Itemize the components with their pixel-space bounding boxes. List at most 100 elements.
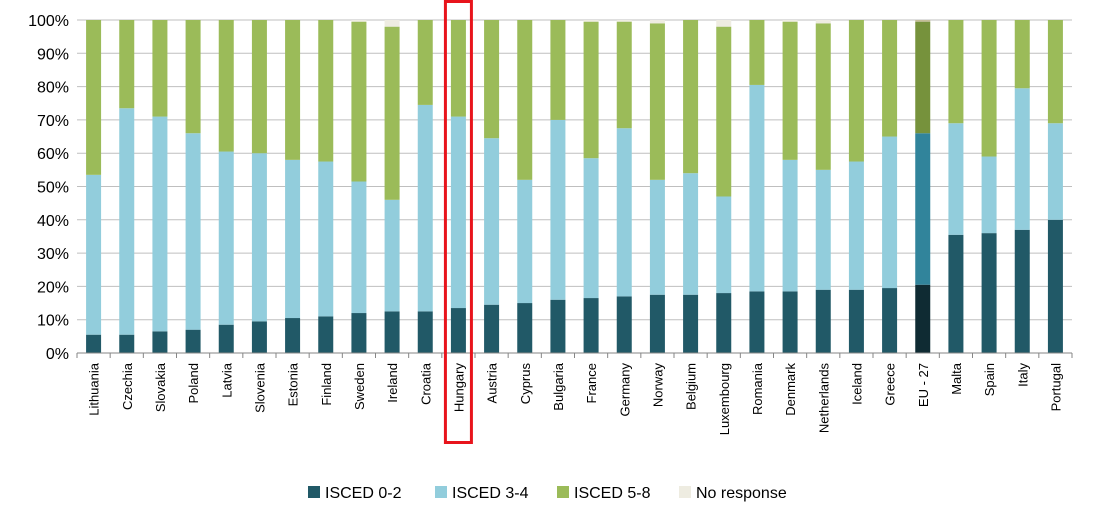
legend-swatch [308, 486, 320, 498]
y-axis-tick-labels: 0% 10% 20% 30% 40% 50% 60% 70% 80% 90% 100% [28, 13, 69, 363]
bar-stack-norway [649, 20, 665, 353]
bar-stack-austria [484, 20, 500, 353]
bar-segment-isced-3-4 [782, 159, 798, 292]
bar-segment-isced-5-8 [1014, 20, 1030, 89]
bar-segment-isced-0-2 [848, 289, 864, 353]
bar-stack-ireland [384, 20, 400, 353]
x-axis-category-labels: Lithuania Czechia Slovakia Poland Latvia Slov… [87, 362, 1064, 435]
bar-segment-isced-5-8 [251, 20, 267, 154]
bar-segment-isced-3-4 [683, 173, 699, 295]
bar-segment-isced-0-2 [815, 289, 831, 353]
bar-stack-iceland [848, 20, 864, 353]
bar-segment-isced-0-2 [484, 304, 500, 353]
x-category-label: Latvia [219, 362, 234, 397]
bar-segment-isced-3-4 [948, 123, 964, 235]
bar-segment-isced-5-8 [848, 20, 864, 162]
x-category-label: Denmark [783, 363, 798, 416]
bar-segment-isced-5-8 [981, 20, 997, 157]
bar-segment-isced-3-4 [285, 159, 301, 319]
bar-segment-isced-5-8 [351, 21, 367, 182]
x-category-label: Italy [1015, 363, 1030, 387]
y-tick-label: 60% [37, 146, 69, 163]
bar-segment-isced-0-2 [1014, 229, 1030, 353]
bar-stack-netherlands [815, 20, 831, 353]
y-tick-label: 80% [37, 80, 69, 97]
bar-segment-isced-0-2 [749, 291, 765, 353]
highlight-box-group [443, 0, 473, 444]
x-category-label: Czechia [120, 362, 135, 410]
bar-segment-isced-5-8 [119, 20, 135, 109]
bar-segment-isced-5-8 [948, 20, 964, 124]
bar-segment-isced-0-2 [716, 293, 732, 353]
bar-segment-isced-0-2 [318, 316, 334, 353]
bar-stack-finland [318, 20, 334, 353]
bar-segment-isced-0-2 [285, 318, 301, 353]
bar-segment-isced-3-4 [484, 138, 500, 305]
gridlines [77, 19, 1072, 321]
bar-stack-slovenia [251, 20, 267, 353]
legend-item-isced-3-4: ISCED 3-4 [435, 485, 529, 502]
bar-segment-isced-5-8 [450, 20, 466, 117]
bar-segment-isced-0-2 [517, 303, 533, 353]
bar-stack-poland [185, 20, 201, 353]
bar-segment-isced-3-4 [882, 136, 898, 289]
bar-segment-isced-3-4 [1047, 123, 1063, 220]
legend: ISCED 0-2 ISCED 3-4 ISCED 5-8 No response [308, 485, 787, 502]
bar-segment-isced-3-4 [86, 174, 102, 335]
bar-stack-greece [882, 20, 898, 353]
y-tick-label: 40% [37, 213, 69, 230]
bar-segment-isced-0-2 [152, 331, 168, 353]
bar-segment-isced-3-4 [716, 196, 732, 294]
y-tick-label: 10% [37, 313, 69, 330]
x-category-label: Sweden [352, 363, 367, 410]
bar-segment-isced-0-2 [583, 298, 599, 353]
bar-segment-isced-3-4 [152, 116, 168, 332]
bar-segment-isced-0-2 [1047, 219, 1063, 353]
bar-segment-isced-0-2 [948, 234, 964, 353]
bar-stack-hungary [450, 20, 466, 353]
bar-segment-isced-3-4 [550, 119, 566, 300]
bar-segment-isced-0-2 [915, 284, 931, 353]
x-category-label: Finland [319, 363, 334, 406]
x-category-label: EU - 27 [916, 363, 931, 407]
bar-segment-isced-3-4 [848, 161, 864, 290]
bar-segment-isced-5-8 [882, 20, 898, 137]
bar-segment-isced-3-4 [185, 133, 201, 330]
x-category-label: Malta [949, 362, 964, 395]
bar-segment-isced-5-8 [749, 20, 765, 85]
bar-segment-isced-5-8 [86, 20, 102, 175]
bar-segment-no-response [384, 20, 400, 27]
x-category-label: Estonia [286, 362, 301, 406]
bar-segment-isced-5-8 [484, 20, 500, 139]
y-tick-label: 20% [37, 279, 69, 296]
x-category-label: Poland [186, 363, 201, 403]
bar-segment-no-response [616, 20, 632, 22]
bar-segment-isced-3-4 [351, 181, 367, 314]
x-category-label: Ireland [385, 363, 400, 403]
bar-segment-no-response [583, 20, 599, 22]
legend-item-isced-5-8: ISCED 5-8 [557, 485, 651, 502]
bar-stack-slovakia [152, 20, 168, 353]
bar-segment-no-response [915, 20, 931, 22]
bar-segment-isced-3-4 [417, 104, 433, 312]
bar-stack-lithuania [86, 20, 102, 353]
bar-segment-isced-3-4 [749, 84, 765, 292]
bar-segment-isced-5-8 [318, 20, 334, 162]
bar-segment-isced-5-8 [583, 21, 599, 159]
x-category-label: Luxembourg [717, 363, 732, 435]
x-category-label: France [584, 363, 599, 403]
bar-segment-isced-3-4 [450, 116, 466, 309]
bar-stack-latvia [218, 20, 234, 353]
bar-stack-bulgaria [550, 20, 566, 353]
bar-segment-isced-3-4 [1014, 88, 1030, 230]
y-tick-label: 70% [37, 113, 69, 130]
x-category-label: Austria [485, 362, 500, 403]
x-category-label: Bulgaria [551, 362, 566, 410]
y-tick-label: 90% [37, 46, 69, 63]
legend-item-isced-0-2: ISCED 0-2 [308, 485, 402, 502]
bar-segment-isced-5-8 [185, 20, 201, 134]
bar-segment-isced-0-2 [882, 288, 898, 353]
bar-segment-isced-5-8 [384, 26, 400, 200]
bar-segment-isced-5-8 [417, 20, 433, 105]
